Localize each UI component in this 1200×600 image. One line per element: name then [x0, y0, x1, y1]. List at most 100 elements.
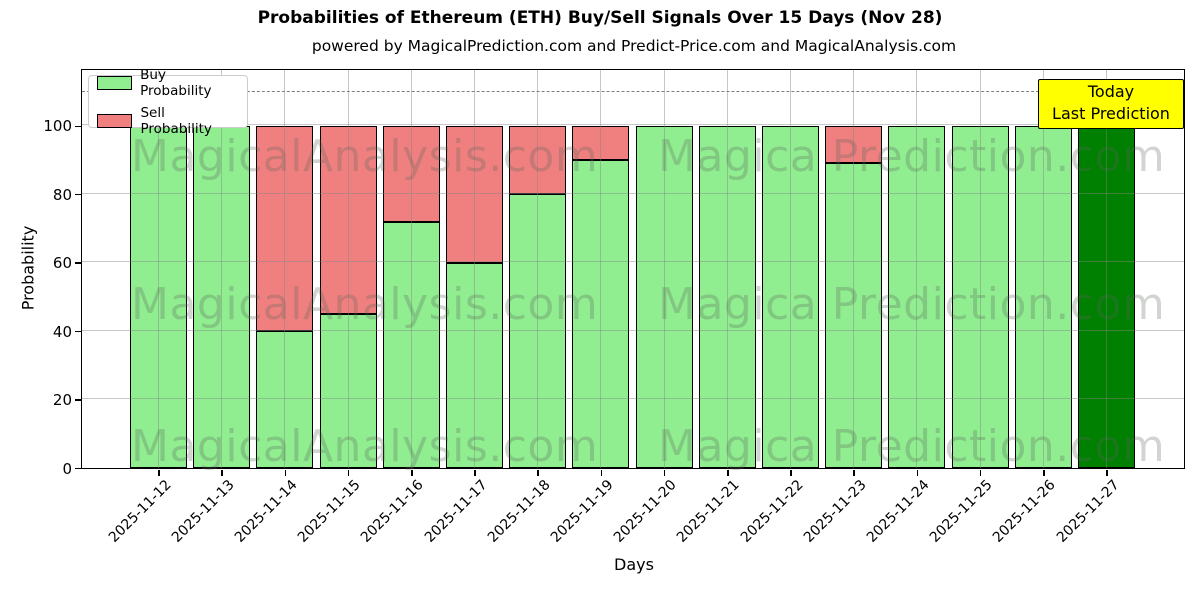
y-tick-label-100: 100: [43, 117, 72, 136]
plot-area: MagicalAnalysis.com Magica Prediction.com…: [81, 67, 1185, 472]
watermark-right-row1: Magica Prediction.com: [658, 131, 1166, 182]
y-tick-label-60: 60: [52, 254, 72, 273]
bar-2025-11-19-buy: [572, 159, 630, 468]
bar-2025-11-17-buy: [446, 262, 503, 468]
x-tick-label-2025-11-23: 2025-11-23: [800, 477, 870, 546]
bar-2025-11-26-buy: [1014, 125, 1072, 468]
gridline-v-2025-11-24: [916, 70, 918, 468]
bar-2025-11-15-buy: [319, 314, 377, 468]
gridline-v-2025-11-15: [347, 70, 349, 468]
legend: Buy Probability Sell Probability: [88, 67, 248, 137]
gridline-v-2025-11-16: [410, 70, 412, 468]
gridline-h-100: [82, 124, 1184, 126]
x-tick-2025-11-26: [1043, 470, 1045, 476]
x-tick-2025-11-23: [853, 470, 855, 476]
x-tick-label-2025-11-25: 2025-11-25: [927, 477, 996, 546]
y-tick-label-20: 20: [52, 391, 72, 410]
bar-2025-11-16-buy: [382, 221, 440, 468]
x-tick-label-2025-11-17: 2025-11-17: [421, 477, 491, 546]
legend-label-buy: Buy Probability: [140, 66, 212, 99]
bar-2025-11-20-buy: [635, 125, 693, 468]
bar-2025-11-12-buy: [130, 125, 187, 468]
x-tick-2025-11-16: [411, 470, 413, 476]
chart-title: Probabilities of Ethereum (ETH) Buy/Sell…: [257, 8, 943, 28]
watermark-right-row2: Magica Prediction.com: [658, 279, 1166, 330]
x-axis-title: Days: [614, 555, 654, 574]
x-tick-label-2025-11-21: 2025-11-21: [674, 477, 744, 546]
bar-2025-11-13-buy: [193, 125, 251, 468]
bar-2025-11-14-buy: [256, 331, 314, 468]
x-tick-label-2025-11-27: 2025-11-27: [1053, 477, 1123, 546]
bar-2025-11-18-buy: [509, 194, 567, 468]
gridline-h-20: [82, 398, 1184, 400]
gridline-v-2025-11-13: [221, 70, 223, 468]
x-tick-2025-11-18: [537, 470, 539, 476]
x-tick-label-2025-11-16: 2025-11-16: [358, 477, 428, 546]
dashed-threshold-line: [82, 90, 1184, 92]
watermark-left-row2: MagicalAnalysis.com: [131, 279, 599, 330]
bar-2025-11-19-sell: [572, 125, 630, 160]
y-tick-60: [75, 262, 81, 264]
gridline-v-2025-11-19: [600, 70, 602, 468]
y-tick-label-40: 40: [52, 322, 72, 341]
legend-swatch-buy-icon: [97, 75, 133, 90]
today-annotation-line2: Last Prediction: [1052, 104, 1170, 123]
legend-item-buy: Buy Probability: [97, 67, 239, 99]
bar-2025-11-17-sell: [446, 125, 503, 263]
gridline-h-40: [82, 329, 1184, 331]
x-tick-label-2025-11-13: 2025-11-13: [168, 477, 238, 546]
x-tick-label-2025-11-12: 2025-11-12: [105, 477, 175, 546]
y-axis-title: Probability: [18, 225, 38, 311]
watermark-right-row3: Magica Prediction.com: [658, 421, 1166, 472]
watermark-left-row3: MagicalAnalysis.com: [131, 421, 599, 472]
x-tick-label-2025-11-20: 2025-11-20: [611, 477, 680, 546]
gridline-v-2025-11-21: [726, 70, 728, 468]
legend-item-sell: Sell Probability: [97, 105, 239, 137]
x-tick-2025-11-13: [221, 470, 223, 476]
x-tick-label-2025-11-15: 2025-11-15: [295, 477, 364, 546]
gridline-v-2025-11-12: [158, 70, 159, 468]
watermark-left-row1: MagicalAnalysis.com: [131, 131, 599, 182]
x-tick-2025-11-17: [474, 470, 476, 476]
today-annotation-line1: Today: [1087, 82, 1135, 101]
x-tick-2025-11-21: [727, 470, 729, 476]
y-tick-100: [75, 125, 81, 127]
x-tick-2025-11-27: [1106, 470, 1108, 476]
legend-label-sell: Sell Probability: [140, 104, 212, 137]
gridline-v-2025-11-25: [979, 70, 981, 468]
x-tick-2025-11-14: [284, 470, 287, 476]
y-tick-80: [75, 193, 81, 196]
bar-2025-11-23-sell: [825, 125, 883, 164]
x-tick-label-2025-11-22: 2025-11-22: [737, 477, 807, 546]
x-tick-label-2025-11-14: 2025-11-14: [231, 477, 301, 546]
y-tick-0: [75, 467, 81, 470]
bar-2025-11-15-sell: [319, 125, 377, 314]
gridline-v-2025-11-23: [853, 70, 855, 468]
bar-2025-11-21-buy: [698, 125, 756, 468]
bar-2025-11-14-sell: [256, 125, 314, 332]
bar-2025-11-18-sell: [509, 125, 567, 195]
y-tick-label-80: 80: [52, 185, 72, 204]
chart-subtitle: powered by MagicalPrediction.com and Pre…: [311, 37, 957, 55]
x-tick-2025-11-22: [790, 470, 792, 476]
gridline-v-2025-11-14: [284, 70, 286, 468]
gridline-v-2025-11-26: [1042, 70, 1044, 468]
legend-swatch-sell-icon: [97, 113, 133, 128]
x-tick-2025-11-19: [600, 470, 603, 476]
x-tick-label-2025-11-19: 2025-11-19: [547, 477, 617, 546]
y-tick-20: [75, 399, 81, 401]
bar-2025-11-22-buy: [762, 125, 819, 468]
x-tick-2025-11-12: [158, 470, 160, 476]
gridline-v-2025-11-22: [790, 70, 791, 468]
gridline-h-80: [82, 192, 1184, 194]
bar-2025-11-16-sell: [382, 125, 440, 222]
bar-2025-11-27-buy: [1078, 125, 1135, 468]
bar-2025-11-23-buy: [825, 163, 883, 468]
x-tick-2025-11-20: [663, 470, 666, 476]
x-tick-2025-11-25: [979, 470, 982, 476]
gridline-v-2025-11-20: [663, 70, 665, 468]
y-tick-40: [75, 330, 81, 333]
x-tick-2025-11-24: [916, 470, 919, 476]
x-tick-label-2025-11-26: 2025-11-26: [990, 477, 1060, 546]
